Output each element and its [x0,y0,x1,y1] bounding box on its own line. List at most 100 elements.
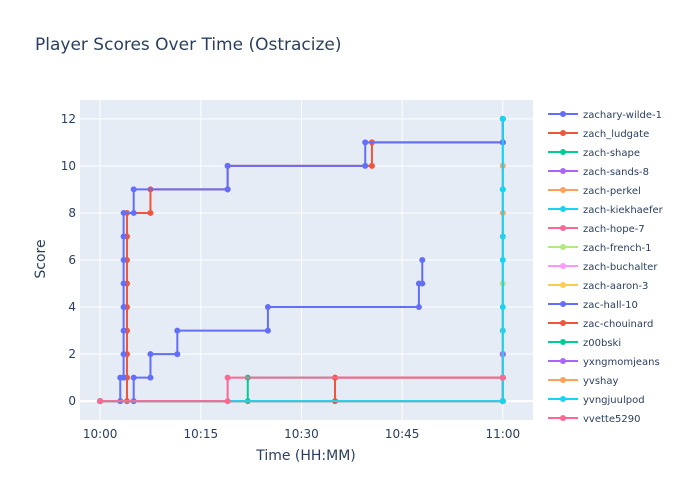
legend-item[interactable]: zach-sands-8 [548,167,649,178]
data-point [174,327,181,334]
legend-label: yvngjuulpod [583,395,645,406]
legend-swatch-marker [560,244,566,250]
data-point [130,209,137,216]
data-point [499,257,506,263]
data-point [120,351,127,358]
legend-label: zach-buchalter [583,262,658,273]
data-point [415,304,422,311]
data-point [362,139,369,146]
legend-swatch-marker [560,263,566,269]
data-point [120,257,127,263]
legend-swatch-marker [560,225,566,231]
legend-swatch-marker [560,206,566,212]
legend-swatch-marker [560,415,566,421]
data-point [224,186,231,193]
x-tick-label: 11:00 [486,427,521,441]
data-point [120,304,127,311]
x-tick-label: 10:45 [385,427,420,441]
legend-item[interactable]: yvette5290 [548,414,640,425]
legend-label: yvette5290 [583,414,640,425]
legend-swatch-marker [560,168,566,174]
data-point [224,374,231,381]
data-point [147,351,154,358]
legend-item[interactable]: zac-hall-10 [548,300,638,311]
legend-item[interactable]: yvshay [548,376,619,387]
legend-label: zach-sands-8 [583,167,649,178]
data-point [120,209,127,216]
data-point [97,398,104,405]
data-point [224,398,231,405]
data-point [499,186,506,193]
data-point [130,186,137,193]
legend-label: zach-french-1 [583,243,652,254]
y-tick-label: 4 [68,300,76,314]
legend-label: zach-kiekhaefer [583,205,664,216]
legend-item[interactable]: zach-buchalter [548,262,658,273]
data-point [264,304,271,311]
data-point [499,374,506,381]
data-point [419,257,426,263]
legend-item[interactable]: zach-shape [548,148,640,159]
data-point [224,162,231,169]
legend-item[interactable]: z00bski [548,338,621,349]
legend-item[interactable]: yxngmomjeans [548,357,660,368]
data-point [120,327,127,334]
legend-swatch-marker [560,358,566,364]
legend-item[interactable]: zac-chouinard [548,319,653,330]
legend-label: zach-shape [583,148,640,159]
legend-item[interactable]: zach-aaron-3 [548,281,648,292]
legend-item[interactable]: zach-perkel [548,186,641,197]
y-tick-label: 0 [68,394,76,408]
legend-swatch-marker [560,320,566,326]
axis-ticks: 0 2 4 6 8 10 12 10:00 10:15 10:30 10:45 11:00 [61,112,520,441]
y-tick-label: 8 [68,206,76,220]
series-zac-hall-10 [97,115,506,405]
y-tick-label: 10 [61,159,76,173]
data-point [120,233,127,240]
legend-label: z00bski [583,338,621,349]
legend-swatch-marker [560,187,566,193]
legend-item[interactable]: zach-kiekhaefer [548,205,664,216]
legend-swatch-marker [560,396,566,402]
legend-label: zac-chouinard [583,319,653,330]
legend[interactable]: zachary-wilde-1 zach_ludgate zach-shape zac… [548,110,664,425]
series-layer [97,115,506,405]
legend-item[interactable]: zach_ludgate [548,129,649,140]
data-point [130,374,137,381]
legend-swatch-marker [560,339,566,345]
data-point [499,304,506,311]
data-point [120,280,127,287]
legend-swatch-marker [560,111,566,117]
legend-swatch-marker [560,282,566,288]
data-point [362,162,369,169]
data-point [147,374,154,381]
x-axis-title: Time (HH:MM) [255,448,356,464]
y-tick-label: 6 [68,253,76,267]
data-point [419,280,426,287]
legend-swatch-marker [560,149,566,155]
legend-label: zach-aaron-3 [583,281,648,292]
legend-label: zach-perkel [583,186,641,197]
x-tick-label: 10:00 [83,427,118,441]
data-point [368,162,375,169]
data-point [499,115,506,122]
legend-label: zach-hope-7 [583,224,645,235]
legend-label: yxngmomjeans [583,357,660,368]
series-line [100,118,504,403]
legend-item[interactable]: zachary-wilde-1 [548,110,662,121]
legend-swatch-marker [560,377,566,383]
y-tick-label: 2 [68,347,76,361]
legend-swatch-marker [560,301,566,307]
x-tick-label: 10:30 [284,427,319,441]
legend-item[interactable]: zach-french-1 [548,243,652,254]
series-yvette5290 [97,374,506,405]
legend-swatch-marker [560,130,566,136]
legend-item[interactable]: zach-hope-7 [548,224,645,235]
legend-label: zach_ludgate [583,129,649,140]
data-point [499,398,506,405]
data-point [174,351,181,358]
data-point [264,327,271,334]
data-point [147,209,154,216]
legend-item[interactable]: yvngjuulpod [548,395,645,406]
